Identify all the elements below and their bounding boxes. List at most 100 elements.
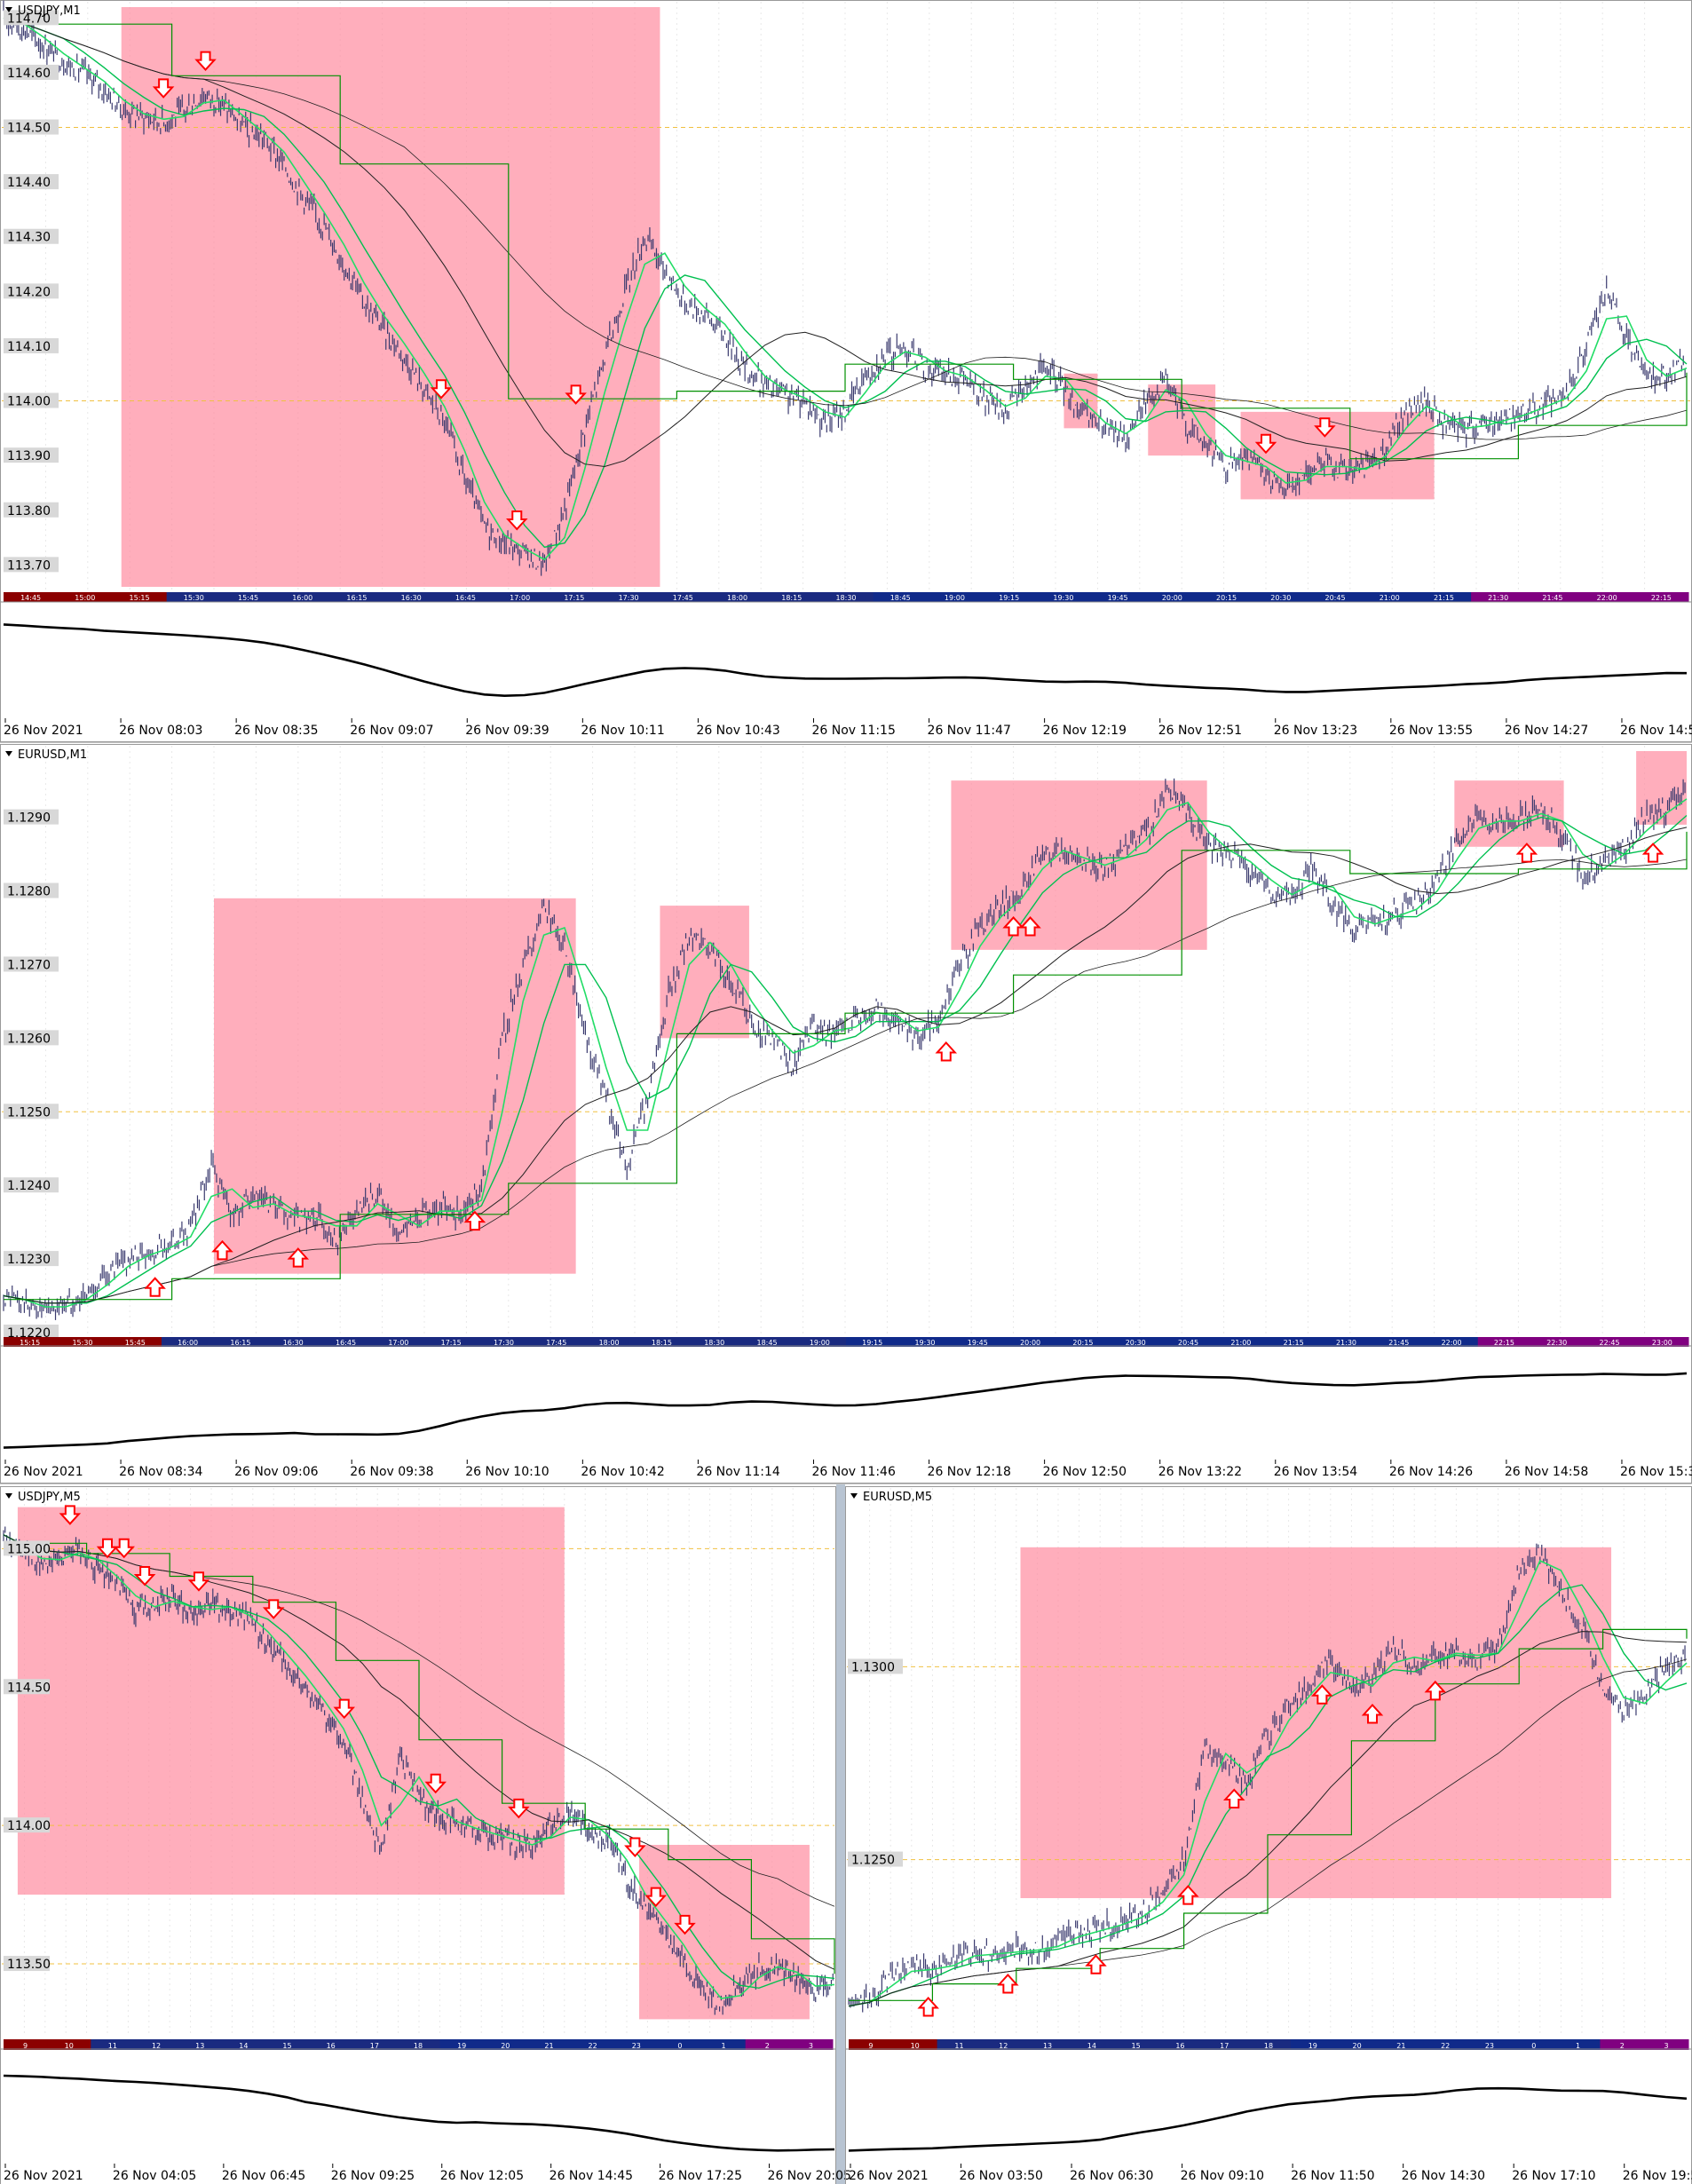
session-label: 18:30 <box>835 594 856 602</box>
buy-arrow-icon <box>1002 916 1024 937</box>
session-label: 16:15 <box>346 594 367 602</box>
time-axis-label: 26 Nov 17:10 <box>1512 2169 1595 2183</box>
session-label: 19 <box>1309 2042 1317 2050</box>
trailing-step-line <box>849 1628 1688 2001</box>
ma-mid-line <box>3 814 1688 1304</box>
session-block <box>1214 1337 1268 1347</box>
session-block <box>1319 1337 1373 1347</box>
session-label: 23:00 <box>1652 1339 1672 1347</box>
session-block <box>178 2039 223 2050</box>
sell-arrow-icon <box>59 1505 82 1525</box>
price-label: 114.00 <box>7 1819 51 1833</box>
session-label: 2 <box>1620 2042 1625 2050</box>
sell-arrow-icon <box>194 51 217 72</box>
time-axis-label: 26 Nov 14:27 <box>1505 724 1588 738</box>
session-label: 10 <box>911 2042 920 2050</box>
session-block <box>1003 1337 1057 1347</box>
session-block <box>372 1337 425 1347</box>
collapse-triangle-icon <box>5 1493 12 1499</box>
ma-fast-line <box>3 17 1688 561</box>
time-axis-label: 26 Nov 12:51 <box>1158 724 1242 738</box>
session-block <box>1635 1337 1689 1347</box>
chart-panel-usdjpy-m1: 114.70 114.60 114.50 114.40 114.30 114.20 114.… <box>0 0 1692 742</box>
price-label: 114.70 <box>7 12 51 26</box>
chart-panel-eurusd-m1: 1.1290 1.1280 1.1270 1.1260 1.1250 1.1240 1.12… <box>0 744 1692 1484</box>
ma-mid-line <box>848 1584 1688 2007</box>
time-axis-label: 26 Nov 10:10 <box>465 1465 549 1479</box>
price-label: 114.50 <box>7 1681 51 1695</box>
price-tag <box>4 1540 50 1556</box>
sell-arrow-icon <box>333 1698 356 1720</box>
session-block <box>793 1337 847 1347</box>
buy-arrow-icon <box>287 1247 310 1268</box>
session-block <box>601 592 657 602</box>
session-block <box>1090 592 1146 602</box>
price-tag <box>4 228 59 244</box>
session-block <box>383 592 439 602</box>
time-axis-label: 26 Nov 08:03 <box>119 724 202 738</box>
price-tag <box>4 1817 50 1833</box>
session-block <box>582 1337 636 1347</box>
session-block <box>846 1337 899 1347</box>
time-axis-label: 26 Nov 2021 <box>4 1465 83 1479</box>
time-axis-label: 26 Nov 09:07 <box>350 724 433 738</box>
price-tag <box>4 1956 50 1972</box>
price-tag <box>4 174 59 190</box>
session-label: 16:30 <box>283 1339 304 1347</box>
session-label: 21:30 <box>1488 594 1508 602</box>
session-block <box>1158 2039 1203 2050</box>
session-block <box>873 592 929 602</box>
session-block <box>1425 1337 1479 1347</box>
signal-zone <box>951 780 1207 950</box>
session-block <box>547 592 602 602</box>
session-block <box>1202 2039 1247 2050</box>
buy-arrow-icon <box>1424 1680 1447 1701</box>
price-tag <box>4 1030 59 1046</box>
session-label: 16:45 <box>455 594 476 602</box>
price-label: 113.80 <box>7 504 51 518</box>
session-label: 18:30 <box>704 1339 724 1347</box>
session-label: 22:00 <box>1597 594 1617 602</box>
price-tag <box>4 392 59 408</box>
time-axis-label: 26 Nov 09:38 <box>350 1465 433 1479</box>
session-block <box>818 592 874 602</box>
session-block <box>898 1337 953 1347</box>
session-block <box>1511 2039 1557 2050</box>
time-axis-label: 26 Nov 15:30 <box>1620 1465 1692 1479</box>
session-block <box>1423 2039 1468 2050</box>
session-block <box>788 2039 834 2050</box>
time-axis-label: 26 Nov 2021 <box>4 2169 83 2183</box>
session-label: 23 <box>632 2042 641 2050</box>
price-label: 1.1270 <box>7 958 51 972</box>
session-label: 21 <box>1396 2042 1405 2050</box>
session-label: 3 <box>1664 2042 1669 2050</box>
session-block <box>108 1337 162 1347</box>
session-label: 10 <box>65 2042 74 2050</box>
session-label: 21:15 <box>1284 1339 1304 1347</box>
time-axis-label: 26 Nov 09:39 <box>465 724 549 738</box>
session-label: 0 <box>677 2042 682 2050</box>
session-block <box>1579 592 1635 602</box>
session-label: 15:00 <box>75 594 95 602</box>
session-label: 19:15 <box>999 594 1019 602</box>
session-block <box>1198 592 1254 602</box>
session-block <box>214 1337 268 1347</box>
session-label: 22 <box>589 2042 597 2050</box>
session-label: 21:30 <box>1336 1339 1356 1347</box>
session-block <box>709 592 765 602</box>
session-block <box>1036 592 1092 602</box>
price-label: 115.00 <box>7 1542 51 1556</box>
time-axis-label: 26 Nov 19:50 <box>1623 2169 1692 2183</box>
time-axis-label: 26 Nov 12:50 <box>1043 1465 1127 1479</box>
session-label: 20:30 <box>1126 1339 1146 1347</box>
session-block <box>56 1337 110 1347</box>
time-axis-label: 26 Nov 17:25 <box>659 2169 742 2183</box>
session-block <box>1555 2039 1601 2050</box>
price-tag <box>4 447 59 463</box>
time-axis-label: 26 Nov 11:46 <box>811 1465 895 1479</box>
buy-arrow-icon <box>997 1973 1019 1994</box>
session-block <box>1362 592 1418 602</box>
session-label: 14:45 <box>20 594 41 602</box>
session-block <box>1253 592 1309 602</box>
